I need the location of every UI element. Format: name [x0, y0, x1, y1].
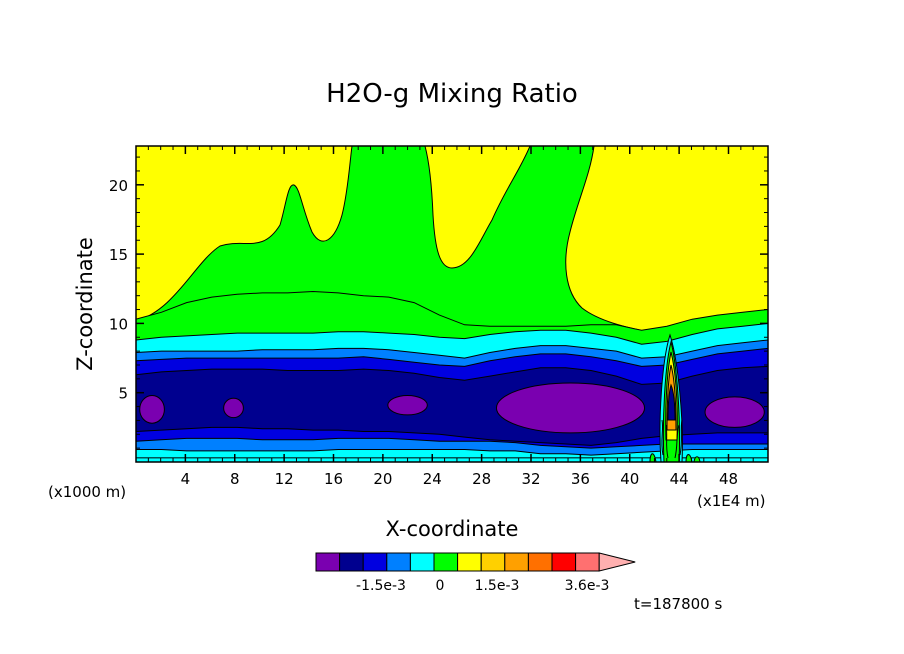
x-tick-label: 36: [571, 470, 590, 488]
colorbar-swatch: [362, 552, 388, 572]
colorbar-label: 3.6e-3: [565, 578, 610, 594]
x-tick-label: 24: [423, 470, 442, 488]
purple-blob: [495, 382, 646, 434]
colorbar-arrow: [598, 552, 636, 572]
x-unit-left: (x1000 m): [48, 483, 126, 501]
colorbar-label: 1.5e-3: [475, 578, 520, 594]
colorbar-swatch: [339, 552, 364, 572]
x-tick-label: 44: [670, 470, 689, 488]
x-tick-label: 32: [521, 470, 540, 488]
plot-area: [136, 146, 768, 462]
column-lines: [661, 419, 683, 459]
colorbar-swatch: [433, 552, 459, 572]
colorbar-label: -1.5e-3: [356, 578, 406, 594]
colorbar-labels: -1.5e-3 0 1.5e-3 3.6e-3: [356, 578, 609, 594]
time-label: t=187800 s: [634, 595, 722, 613]
contour-bands: [136, 290, 768, 462]
purple-blob: [139, 394, 165, 424]
purple-blob: [387, 394, 428, 416]
y-tick-label: 5: [118, 385, 128, 403]
x-axis-label: X-coordinate: [386, 517, 519, 541]
x-tick-label: 40: [620, 470, 639, 488]
colorbar-swatch: [527, 552, 553, 572]
plot-frame: [135, 145, 769, 463]
x-tick-label: 20: [373, 470, 392, 488]
colorbar-label: 0: [436, 578, 445, 594]
colorbar-swatch: [480, 552, 506, 572]
purple-blob: [704, 396, 765, 428]
colorbar-swatch: [315, 552, 341, 572]
colorbar-swatch: [386, 552, 411, 572]
convective-column: [649, 333, 701, 462]
y-tick-label: 20: [109, 177, 128, 195]
x-tick-label: 48: [719, 470, 738, 488]
purple-minimum-regions: [139, 382, 765, 434]
y-axis-label: Z-coordinate: [73, 237, 97, 371]
x-unit-right: (x1E4 m): [697, 492, 766, 510]
colorbar-swatch: [575, 552, 600, 572]
x-tick-label: 8: [230, 470, 240, 488]
colorbar-swatch: [551, 552, 577, 572]
column-dark-core: [667, 383, 676, 421]
x-tick-label: 4: [181, 470, 191, 488]
purple-blob: [223, 397, 244, 419]
x-axis: 4 8 12 16 20 24 28 32 36 40 44 48: [147, 146, 754, 488]
y-axis: 5 10 15 20: [109, 156, 768, 449]
x-tick-label: 28: [472, 470, 491, 488]
colorbar: [315, 552, 636, 572]
x-tick-label: 16: [324, 470, 343, 488]
colorbar-swatch: [409, 552, 435, 572]
x-tick-label: 12: [275, 470, 294, 488]
colorbar-swatch: [504, 552, 529, 572]
colorbar-swatch: [457, 552, 482, 572]
chart-title: H2O-g Mixing Ratio: [326, 79, 578, 109]
y-tick-label: 10: [109, 315, 128, 333]
y-tick-label: 15: [109, 246, 128, 264]
